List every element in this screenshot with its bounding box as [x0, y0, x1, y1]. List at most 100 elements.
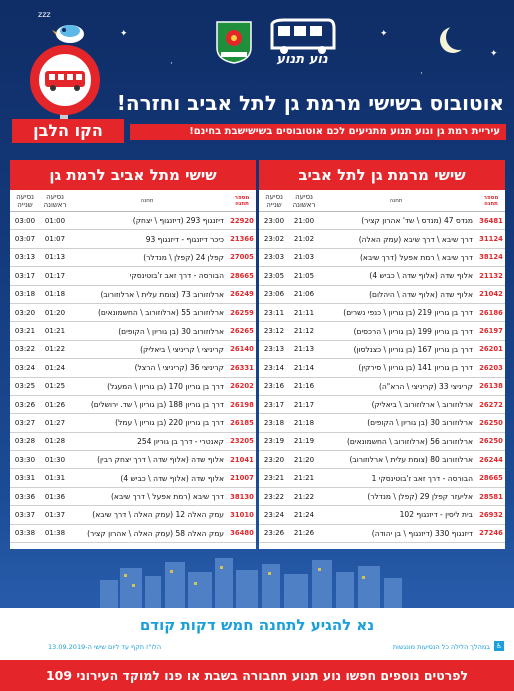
col-stop-number: מספר תחנה	[234, 194, 250, 207]
stop-number: 36481	[479, 216, 503, 225]
first-trip-time: 21:13	[293, 345, 315, 354]
first-trip-time: 01:24	[44, 363, 66, 372]
second-trip-time: 23:00	[263, 216, 285, 225]
stop-name: קריניצי \ קריניצי \ ביאליק)	[140, 344, 224, 354]
stop-number: 21041	[230, 455, 254, 464]
stop-name: עמק האלה 12 (עמק האלה \ דרך שיבא)	[92, 510, 224, 520]
stop-name: דרך בן גוריון 167 (בן גוריון \ כצנלסון)	[353, 344, 473, 354]
second-trip-time: 23:03	[263, 253, 285, 262]
bus-sign-icon	[30, 45, 100, 115]
second-trip-time: 23:22	[263, 492, 285, 501]
stop-name: דיזנגוף 293 (דיזנגוף \ יצחק)	[132, 216, 224, 226]
first-trip-time: 21:11	[293, 308, 315, 317]
noa-tanua-bus-logo	[270, 18, 336, 54]
stop-number: 38130	[230, 492, 254, 501]
stop-name: קריניצי 36 (קריניצי \ הרצל)	[134, 363, 224, 373]
first-trip-time: 01:25	[44, 382, 66, 391]
table-row: 26185 דרך בן גוריון 220 (בן גוריון \ עמל)…	[10, 414, 256, 433]
stop-name: הבורסה - דרך זאב ז'בוטינסקי 1	[371, 473, 473, 483]
first-trip-time: 21:24	[293, 510, 315, 519]
second-trip-time: 23:13	[263, 345, 285, 354]
stop-name: ארלוזורוב \ ארלוזורוב \ ביאליק)	[371, 400, 473, 410]
second-trip-time: 03:36	[14, 492, 36, 501]
stop-name: הבורסה - דרך זאב ז'בוטינסקי	[129, 271, 224, 281]
stop-number: 31124	[479, 235, 503, 244]
table-title: שישי מרמת גן לתל אביב	[259, 160, 505, 190]
table-row: 23205 קאנטרי - דרך בן גוריון 254 01:28 03:2…	[10, 433, 256, 452]
table-title: שישי מתל אביב לרמת גן	[10, 160, 256, 190]
col-first-trip: נסיעה ראשונה	[292, 192, 316, 209]
stop-number: 21366	[230, 235, 254, 244]
table-row: 26250 ארלוזורוב 30 (בן גוריון \ הקופים) 21…	[259, 414, 505, 433]
col-stop-number: מספר תחנה	[483, 194, 499, 207]
stop-name: אלוף שדה (אלוף שדה \ כביש 4)	[120, 473, 224, 483]
table-row: 26244 ארלוזורוב 80 (צומת עלית \ ארלוזורוב…	[259, 451, 505, 470]
stop-name: דרך שיבא \ דרך שיבא (עמק האלה)	[358, 234, 473, 244]
stop-number: 26197	[479, 327, 503, 336]
stop-number: 21042	[479, 290, 503, 299]
stop-name: אלוף שדה (אלוף שדה \ כביש 4)	[369, 271, 473, 281]
first-trip-time: 01:13	[44, 253, 66, 262]
stop-number: 26250	[479, 437, 503, 446]
stop-number: 36480	[230, 529, 254, 538]
stop-name: קפלן 24 (קפלן \ מנדלר)	[143, 252, 224, 262]
first-trip-time: 21:05	[293, 271, 315, 280]
stop-name: בית ליסין - דיזנגוף 102	[399, 510, 473, 520]
star-icon: ✦	[490, 49, 498, 59]
page-subtitle: עיריית רמת גן ונוע תנוע מתניעים לכם אוטו…	[130, 124, 506, 140]
stop-number: 26138	[479, 382, 503, 391]
table-header: מספר תחנה תחנה נסיעה ראשונה נסיעה שנייה	[10, 190, 256, 212]
table-row: 31124 דרך שיבא \ דרך שיבא (עמק האלה) 21:02…	[259, 230, 505, 249]
second-trip-time: 03:30	[14, 455, 36, 464]
stop-name: דרך שיבא (רמת אפעל \ דרך שיבא)	[111, 492, 224, 502]
first-trip-time: 01:07	[44, 235, 66, 244]
stop-number: 21132	[479, 271, 503, 280]
second-trip-time: 03:24	[14, 363, 36, 372]
first-trip-time: 01:18	[44, 290, 66, 299]
first-trip-time: 01:31	[44, 474, 66, 483]
table-row: 26331 קריניצי 36 (קריניצי \ הרצל) 01:24 03:…	[10, 359, 256, 378]
star-icon: ·	[420, 69, 423, 79]
stop-name: ארלוזורוב 56 (ארלוזורוב \ החשמונאים)	[346, 436, 473, 446]
second-trip-time: 03:26	[14, 400, 36, 409]
second-trip-time: 03:28	[14, 437, 36, 446]
table-row: 26201 דרך בן גוריון 167 (בן גוריון \ כצנל…	[259, 341, 505, 360]
stop-number: 26203	[479, 363, 503, 372]
stop-number: 26140	[230, 345, 254, 354]
stop-name: דרך בן גוריון 219 (בן גוריון \ כנפי נשרי…	[343, 308, 473, 318]
table-row: 27246 דיזנגוף 330 (דיזנגוף \ בן יהודה) 21:…	[259, 525, 505, 544]
first-trip-time: 21:17	[293, 400, 315, 409]
stop-number: 28665	[230, 271, 254, 280]
stop-number: 26265	[230, 327, 254, 336]
table-row: 26259 ארלוזורוב 55 (ארלוזורוב \ החשמונאים…	[10, 304, 256, 323]
schedule-table-ramatgan-to-telaviv: שישי מרמת גן לתל אביב מספר תחנה תחנה נסי…	[259, 160, 505, 549]
info-bar: לפרטים נוספים חפשו נוע תנוע תחבורה בשבת …	[0, 660, 514, 691]
stop-name: קריניצי 33 (קריניצי \ הרא"ה)	[378, 381, 473, 391]
table-header: מספר תחנה תחנה נסיעה ראשונה נסיעה שנייה	[259, 190, 505, 212]
col-stop-name: תחנה	[389, 197, 403, 204]
table-row: 38130 דרך שיבא (רמת אפעל \ דרך שיבא) 01:36…	[10, 488, 256, 507]
second-trip-time: 23:14	[263, 363, 285, 372]
stop-number: 26259	[230, 308, 254, 317]
table-row: 26203 דרך בן גוריון 141 (בן גוריון \ סירק…	[259, 359, 505, 378]
stop-name: דרך בן גוריון 199 (בן גוריון \ הרכסים)	[353, 326, 473, 336]
stop-number: 26249	[230, 290, 254, 299]
stop-number: 26244	[479, 455, 503, 464]
table-row: 26265 ארלוזורוב 30 (בן גוריון \ הקופים) 01…	[10, 322, 256, 341]
first-trip-time: 21:06	[293, 290, 315, 299]
col-second-trip: נסיעה שנייה	[16, 192, 34, 209]
stop-name: מנדס 47 (מנדס \ שד' אהרון קציר)	[361, 216, 473, 226]
header: ✦ · ✦ · ✦ zzz נוע תנוע	[0, 0, 514, 160]
page-title: אוטובוס בשישי מרמת גן לתל אביב וחזרה!	[116, 91, 504, 115]
stop-number: 23205	[230, 437, 254, 446]
moon-icon	[446, 24, 472, 50]
stop-number: 28665	[479, 474, 503, 483]
table-row: 26250 ארלוזורוב 56 (ארלוזורוב \ החשמונאים…	[259, 433, 505, 452]
stop-name: ארלוזורוב 80 (צומת עלית \ ארלוזורוב)	[349, 455, 473, 465]
table-row: 26138 קריניצי 33 (קריניצי \ הרא"ה) 21:16 23…	[259, 378, 505, 396]
table-body: 36481 מנדס 47 (מנדס \ שד' אהרון קציר) 21:0…	[259, 212, 505, 544]
table-row: 21366 כיכר דיזנגוף - דיזנגוף 93 01:07 03:07	[10, 230, 256, 249]
accessibility-icon: ♿	[494, 641, 504, 651]
second-trip-time: 23:19	[263, 437, 285, 446]
accessibility-note: במהלך הלילה כל הנסיעות מונגשות	[392, 643, 490, 651]
